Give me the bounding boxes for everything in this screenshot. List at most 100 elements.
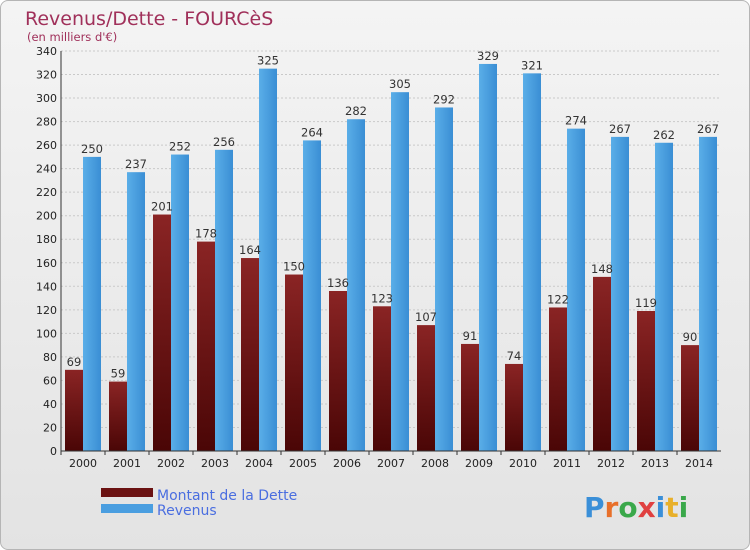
x-tick-label: 2009 bbox=[465, 457, 493, 470]
bar-dette bbox=[285, 274, 303, 451]
y-axis-ticks: 0 20 40 60 80 100 120 140 160 180 200 220 240 260 280 3… bbox=[36, 45, 57, 458]
y-tick-label: 60 bbox=[43, 374, 57, 387]
data-label-dette: 178 bbox=[195, 227, 217, 241]
bar-revenus bbox=[523, 73, 541, 452]
bar-dette bbox=[373, 306, 391, 451]
legend-label-dette: Montant de la Dette bbox=[157, 488, 297, 504]
chart-title: Revenus/Dette - FOURCèS bbox=[25, 8, 273, 30]
data-label-revenus: 292 bbox=[433, 92, 455, 106]
bar-revenus bbox=[391, 92, 409, 452]
bar-revenus bbox=[479, 63, 497, 452]
data-label-dette: 74 bbox=[507, 349, 522, 363]
x-tick-label: 2010 bbox=[509, 457, 537, 470]
x-tick-label: 2000 bbox=[69, 457, 97, 470]
bar-dette bbox=[417, 325, 435, 451]
y-tick-label: 80 bbox=[43, 351, 57, 364]
y-tick-label: 220 bbox=[36, 186, 57, 199]
data-label-revenus: 267 bbox=[609, 122, 631, 136]
data-label-dette: 91 bbox=[463, 329, 478, 343]
x-axis-ticks: 2000 2001 2002 2003 2004 2005 2006 2007 2008 2009… bbox=[60, 451, 713, 470]
y-tick-label: 20 bbox=[43, 421, 57, 434]
x-tick-label: 2011 bbox=[553, 457, 581, 470]
legend: Montant de la Dette Revenus bbox=[101, 488, 297, 519]
y-tick-label: 120 bbox=[36, 304, 57, 317]
y-tick-label: 320 bbox=[36, 69, 57, 82]
y-tick-label: 240 bbox=[36, 163, 57, 176]
bar-revenus bbox=[215, 149, 233, 451]
data-label-dette: 69 bbox=[67, 355, 82, 369]
data-label-revenus: 256 bbox=[213, 135, 235, 149]
x-tick-label: 2014 bbox=[685, 457, 713, 470]
data-label-dette: 90 bbox=[683, 330, 698, 344]
bar-dette bbox=[153, 214, 171, 451]
bar-revenus bbox=[347, 119, 365, 451]
data-label-dette: 148 bbox=[591, 262, 613, 276]
x-tick-label: 2001 bbox=[113, 457, 141, 470]
logo-text: Proxiti bbox=[584, 491, 688, 524]
y-tick-label: 340 bbox=[36, 45, 57, 58]
data-label-revenus: 250 bbox=[81, 142, 103, 156]
y-tick-label: 200 bbox=[36, 210, 57, 223]
bar-dette bbox=[65, 369, 83, 451]
data-label-revenus: 329 bbox=[477, 49, 499, 63]
bar-revenus bbox=[567, 128, 585, 451]
data-label-dette: 122 bbox=[547, 292, 569, 306]
bar-revenus bbox=[303, 140, 321, 452]
bar-dette bbox=[329, 291, 347, 451]
bar-revenus bbox=[259, 68, 277, 451]
data-label-revenus: 252 bbox=[169, 140, 191, 154]
chart-subtitle: (en milliers d'€) bbox=[27, 30, 117, 44]
x-tick-label: 2002 bbox=[157, 457, 185, 470]
data-label-dette: 164 bbox=[239, 243, 261, 257]
x-tick-label: 2006 bbox=[333, 457, 361, 470]
data-label-revenus: 267 bbox=[697, 122, 719, 136]
data-label-revenus: 282 bbox=[345, 104, 367, 118]
data-labels: 69 250 59 237 201 252 178 256 164 325 150 264 136 282… bbox=[67, 49, 719, 381]
y-tick-label: 100 bbox=[36, 327, 57, 340]
x-tick-label: 2007 bbox=[377, 457, 405, 470]
y-tick-label: 140 bbox=[36, 280, 57, 293]
bar-dette bbox=[241, 258, 259, 451]
data-label-dette: 123 bbox=[371, 291, 393, 305]
data-label-revenus: 237 bbox=[125, 157, 147, 171]
bar-revenus bbox=[611, 136, 629, 451]
bar-revenus bbox=[127, 172, 145, 452]
bar-dette bbox=[197, 241, 215, 451]
proxiti-logo: Proxiti bbox=[584, 491, 688, 524]
bar-revenus bbox=[171, 154, 189, 451]
x-tick-label: 2013 bbox=[641, 457, 669, 470]
bar-dette bbox=[681, 345, 699, 451]
data-label-dette: 150 bbox=[283, 260, 305, 274]
bar-revenus bbox=[435, 107, 453, 452]
x-tick-label: 2003 bbox=[201, 457, 229, 470]
data-label-revenus: 274 bbox=[565, 114, 587, 128]
data-label-dette: 136 bbox=[327, 276, 349, 290]
data-label-revenus: 264 bbox=[301, 125, 323, 139]
bar-revenus bbox=[83, 156, 101, 451]
x-tick-label: 2004 bbox=[245, 457, 273, 470]
legend-swatch-revenus bbox=[101, 504, 153, 513]
y-tick-label: 0 bbox=[50, 445, 57, 458]
data-label-dette: 201 bbox=[151, 200, 173, 214]
bar-dette bbox=[593, 276, 611, 451]
y-tick-label: 40 bbox=[43, 398, 57, 411]
y-tick-label: 160 bbox=[36, 257, 57, 270]
bar-dette bbox=[461, 343, 479, 451]
y-tick-label: 260 bbox=[36, 139, 57, 152]
x-tick-label: 2005 bbox=[289, 457, 317, 470]
y-tick-label: 300 bbox=[36, 92, 57, 105]
bar-dette bbox=[109, 381, 127, 451]
data-label-revenus: 262 bbox=[653, 128, 675, 142]
y-tick-label: 280 bbox=[36, 116, 57, 129]
bar-revenus bbox=[655, 142, 673, 451]
bar-dette bbox=[637, 311, 655, 451]
data-label-revenus: 305 bbox=[389, 77, 411, 91]
bar-revenus bbox=[699, 136, 717, 451]
data-label-dette: 59 bbox=[111, 367, 126, 381]
legend-label-revenus: Revenus bbox=[157, 503, 217, 519]
data-label-revenus: 325 bbox=[257, 54, 279, 68]
bars bbox=[65, 63, 717, 452]
x-tick-label: 2012 bbox=[597, 457, 625, 470]
